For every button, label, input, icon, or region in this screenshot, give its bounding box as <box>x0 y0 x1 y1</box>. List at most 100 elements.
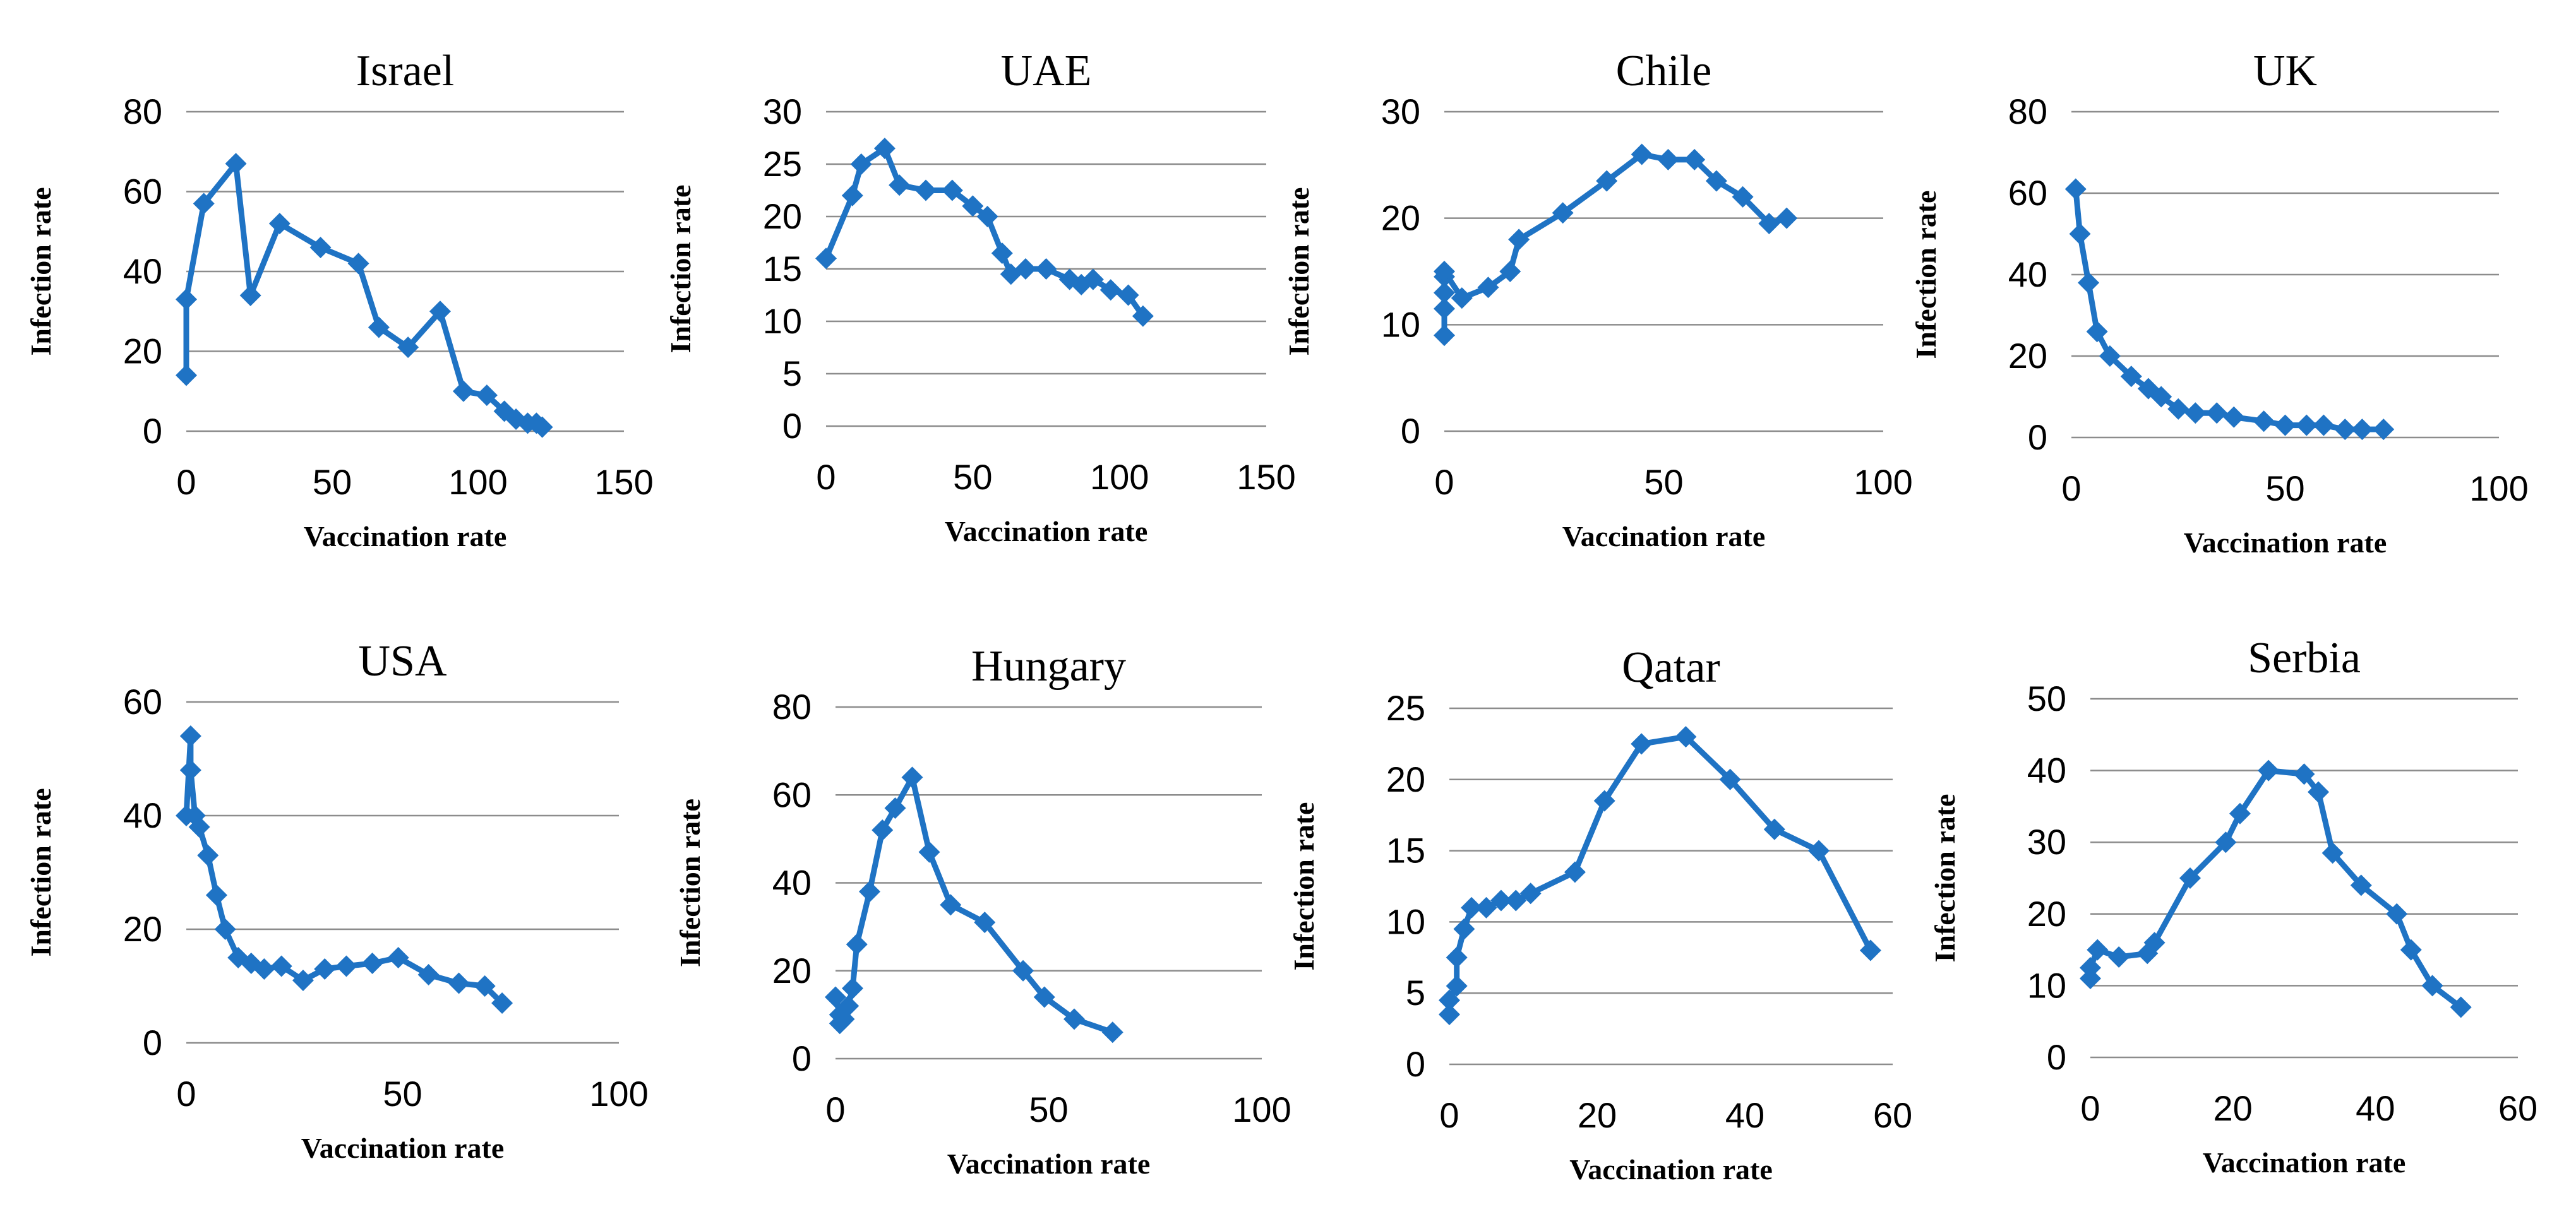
data-point <box>2274 414 2296 436</box>
data-point <box>873 138 896 160</box>
data-point <box>1705 170 1727 192</box>
x-tick-label: 100 <box>589 1074 648 1114</box>
data-point <box>176 364 197 386</box>
y-tick-label: 40 <box>2008 254 2047 294</box>
x-tick-label: 0 <box>1434 462 1454 502</box>
x-axis-label: Vaccination rate <box>945 515 1148 547</box>
data-point <box>309 237 332 259</box>
data-point <box>2215 831 2237 853</box>
x-tick-label: 100 <box>1854 462 1912 502</box>
y-tick-label: 0 <box>143 1023 162 1062</box>
data-point <box>1564 861 1586 883</box>
data-point <box>1475 896 1497 919</box>
y-tick-label: 0 <box>2047 1037 2066 1077</box>
y-tick-label: 60 <box>123 682 162 722</box>
data-point <box>1505 889 1527 912</box>
data-point <box>2184 402 2207 424</box>
x-axis-label: Vaccination rate <box>301 1132 505 1164</box>
data-point <box>940 894 962 916</box>
data-point <box>2308 781 2330 803</box>
x-tick-label: 40 <box>2356 1088 2395 1128</box>
x-tick-label: 40 <box>1725 1095 1764 1135</box>
x-tick-label: 0 <box>1439 1095 1459 1135</box>
data-point <box>1446 975 1468 997</box>
y-tick-label: 15 <box>763 249 802 288</box>
data-point <box>2229 802 2251 824</box>
data-point <box>253 958 275 980</box>
data-point <box>889 174 911 196</box>
x-axis-label: Vaccination rate <box>2184 526 2387 559</box>
x-tick-label: 0 <box>825 1090 845 1129</box>
y-tick-label: 5 <box>782 354 802 393</box>
data-point <box>205 884 227 906</box>
data-point <box>1082 268 1104 290</box>
data-point <box>914 179 937 201</box>
data-point <box>1099 279 1122 301</box>
x-axis-label: Vaccination rate <box>304 520 507 552</box>
data-point <box>2179 867 2201 889</box>
x-tick-label: 60 <box>2498 1088 2537 1128</box>
y-tick-label: 20 <box>2027 894 2066 934</box>
y-tick-label: 60 <box>772 775 812 814</box>
data-point <box>815 247 837 270</box>
data-point <box>991 242 1013 265</box>
x-tick-label: 0 <box>176 462 196 502</box>
data-point <box>1732 186 1754 208</box>
chart-title: UK <box>2253 47 2317 95</box>
data-point <box>1434 298 1455 320</box>
data-point <box>1477 277 1499 299</box>
data-point <box>976 206 998 227</box>
chart-panel-hungary: 0 20 40 60 80 0 50 100 Hungary Vaccination rate In… <box>674 642 1291 1180</box>
x-axis-label: Vaccination rate <box>2203 1146 2406 1179</box>
y-tick-label: 20 <box>123 331 162 371</box>
data-point <box>268 213 291 235</box>
data-point <box>176 288 197 311</box>
series-line <box>832 774 1116 1035</box>
data-point <box>1439 1004 1460 1026</box>
data-point <box>1461 896 1483 919</box>
x-tick-label: 0 <box>816 457 836 497</box>
y-axis-label: Infection rate <box>1929 794 1961 963</box>
y-tick-label: 60 <box>123 172 162 211</box>
chart-panel-chile: 0 10 20 30 0 50 100 Chile Vaccination rate Infect… <box>1283 47 1913 552</box>
data-point <box>2167 398 2190 420</box>
x-tick-label: 0 <box>2061 468 2081 508</box>
data-point <box>2321 842 2344 864</box>
data-point <box>2293 763 2315 785</box>
y-tick-label: 50 <box>2027 679 2066 718</box>
data-point <box>872 819 894 841</box>
data-point <box>2064 178 2087 200</box>
data-point <box>1657 148 1679 170</box>
data-point <box>2120 366 2142 388</box>
x-tick-label: 20 <box>2214 1088 2253 1128</box>
y-tick-label: 0 <box>2028 417 2047 457</box>
data-point <box>1434 324 1455 347</box>
data-point <box>2143 932 2166 954</box>
data-point <box>974 912 996 934</box>
data-point <box>531 416 553 438</box>
data-point <box>2373 419 2395 441</box>
data-point <box>197 845 219 866</box>
data-point <box>1101 1021 1123 1044</box>
data-point <box>2313 414 2335 436</box>
chart-title: Qatar <box>1622 643 1720 692</box>
x-axis-label: Vaccination rate <box>1562 520 1766 552</box>
x-tick-label: 50 <box>313 462 352 502</box>
data-point <box>1434 282 1455 304</box>
data-point <box>2296 414 2318 436</box>
data-point <box>474 975 496 997</box>
y-tick-label: 60 <box>2008 173 2047 213</box>
y-tick-label: 20 <box>123 909 162 949</box>
data-point <box>417 964 440 985</box>
data-point <box>1763 818 1785 840</box>
data-point <box>825 986 846 1008</box>
data-point <box>2253 410 2275 432</box>
y-tick-label: 20 <box>1386 759 1425 799</box>
data-point <box>239 284 261 306</box>
y-tick-label: 25 <box>1386 688 1425 728</box>
data-point <box>1519 883 1542 905</box>
data-point <box>429 300 451 323</box>
data-point <box>225 153 247 175</box>
y-axis-label: Infection rate <box>1910 191 1942 359</box>
